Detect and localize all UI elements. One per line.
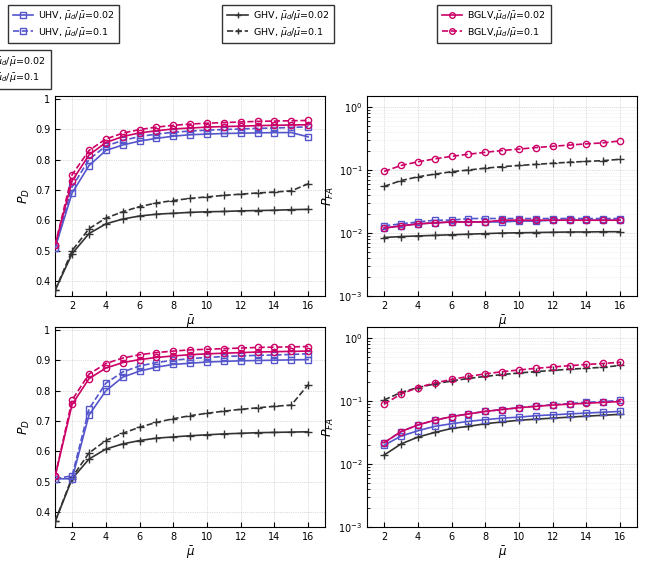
X-axis label: $\bar{\mu}$: $\bar{\mu}$ bbox=[497, 314, 507, 330]
X-axis label: $\bar{\mu}$: $\bar{\mu}$ bbox=[185, 314, 195, 330]
Legend: BGLV,$\bar{\mu}_d/\bar{\mu}$=0.02, BGLV,$\bar{\mu}_d/\bar{\mu}$=0.1: BGLV,$\bar{\mu}_d/\bar{\mu}$=0.02, BGLV,… bbox=[437, 5, 551, 43]
Y-axis label: $P_D$: $P_D$ bbox=[17, 188, 32, 204]
Y-axis label: $P_{FA}$: $P_{FA}$ bbox=[320, 417, 335, 437]
Y-axis label: $P_{FA}$: $P_{FA}$ bbox=[320, 186, 335, 206]
Y-axis label: $P_D$: $P_D$ bbox=[17, 419, 32, 435]
Legend: GHV, $\bar{\mu}_d/\bar{\mu}$=0.02, GHV, $\bar{\mu}_d/\bar{\mu}$=0.1: GHV, $\bar{\mu}_d/\bar{\mu}$=0.02, GHV, … bbox=[222, 5, 335, 43]
Legend: UHV, $\bar{\mu}_d/\bar{\mu}$=0.02, UHV, $\bar{\mu}_d/\bar{\mu}$=0.1: UHV, $\bar{\mu}_d/\bar{\mu}$=0.02, UHV, … bbox=[8, 5, 120, 43]
X-axis label: $\bar{\mu}$: $\bar{\mu}$ bbox=[185, 545, 195, 561]
X-axis label: $\bar{\mu}$: $\bar{\mu}$ bbox=[497, 545, 507, 561]
Legend: UHV, $\bar{\mu}_d/\bar{\mu}$=0.02, UHV, $\bar{\mu}_d/\bar{\mu}$=0.1: UHV, $\bar{\mu}_d/\bar{\mu}$=0.02, UHV, … bbox=[0, 50, 51, 89]
